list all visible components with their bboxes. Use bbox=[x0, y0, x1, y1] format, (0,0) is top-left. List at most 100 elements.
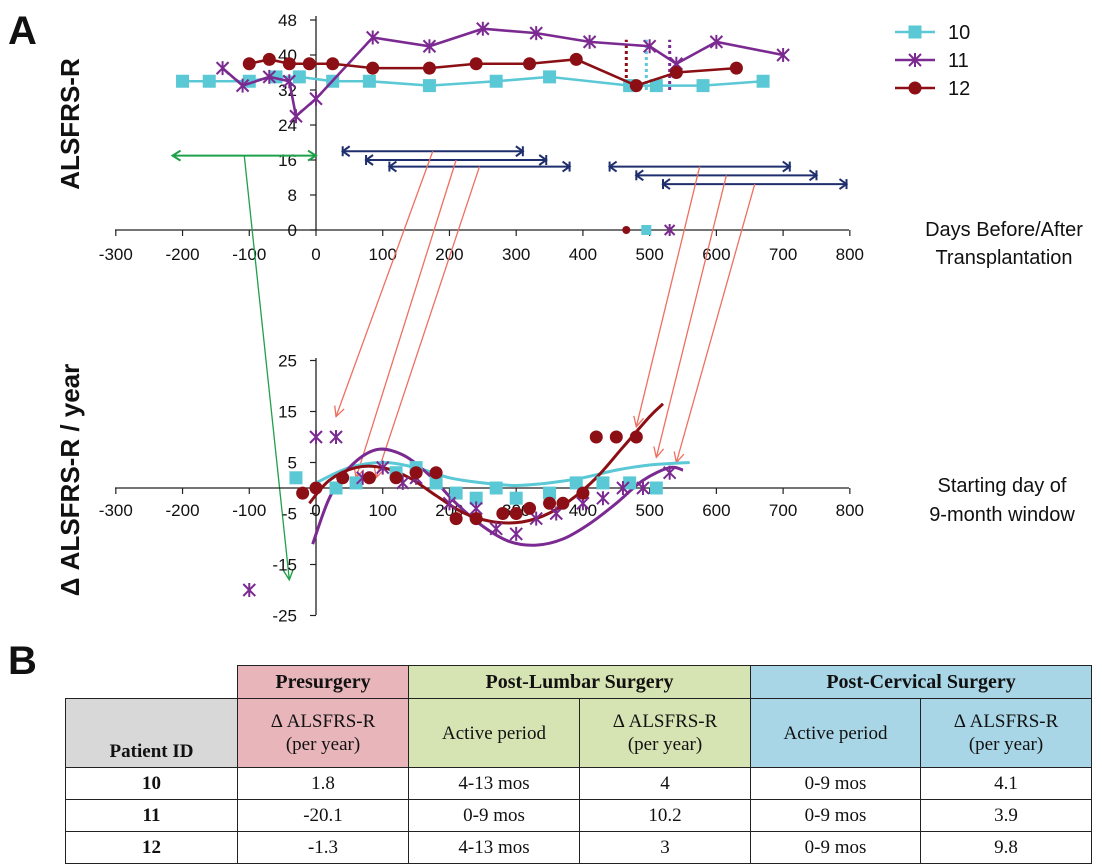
data-point-10 bbox=[202, 74, 216, 88]
window-head bbox=[170, 149, 182, 162]
summary-table-container: Presurgery Post-Lumbar Surgery Post-Cerv… bbox=[65, 665, 1093, 864]
summary-table: Presurgery Post-Lumbar Surgery Post-Cerv… bbox=[65, 665, 1093, 864]
data-point-11 bbox=[366, 30, 380, 45]
window-head bbox=[838, 178, 849, 190]
data-point-11 bbox=[235, 78, 250, 93]
cervical-delta-cell: 4.1 bbox=[919, 767, 1093, 800]
panel-label-a: A bbox=[8, 9, 37, 53]
window-head bbox=[634, 169, 644, 182]
data-point-12 bbox=[366, 61, 380, 75]
data-point-12 bbox=[336, 471, 350, 485]
data-point-12 bbox=[469, 512, 483, 526]
data-point-12 bbox=[576, 486, 590, 500]
cervical-period-cell: 0-9 mos bbox=[750, 799, 921, 832]
lumbar-delta-header: Δ ALSFRS-R (per year) bbox=[579, 698, 751, 768]
data-point-10 bbox=[649, 481, 663, 495]
data-point-10 bbox=[569, 476, 583, 490]
data-point-12 bbox=[296, 486, 310, 500]
data-point-12 bbox=[543, 496, 557, 510]
bottom-x-tick-label: -200 bbox=[166, 501, 200, 520]
connector-arrow bbox=[356, 159, 457, 478]
window-head bbox=[782, 160, 792, 173]
data-point-10 bbox=[362, 74, 376, 88]
data-point-11 bbox=[616, 481, 630, 495]
data-point-12 bbox=[729, 61, 743, 75]
data-point-11 bbox=[282, 74, 297, 89]
panel-label-b: B bbox=[8, 639, 37, 683]
data-point-12 bbox=[523, 57, 537, 71]
top-x-tick-label: 500 bbox=[635, 245, 663, 264]
top-x-tick-label: 0 bbox=[311, 245, 320, 264]
group-post-cervical: Post-Cervical Surgery bbox=[749, 665, 1093, 699]
top-y-tick-label: 16 bbox=[278, 151, 297, 170]
window-head bbox=[340, 145, 351, 158]
data-point-10 bbox=[469, 491, 483, 505]
bottom-x-tick-label: 0 bbox=[311, 501, 320, 520]
top-x-tick-label: -100 bbox=[232, 245, 266, 264]
data-point-11 bbox=[509, 526, 523, 541]
bottom-x-tick-label: -300 bbox=[99, 501, 133, 520]
connector-arrow bbox=[676, 183, 756, 462]
window-head bbox=[307, 149, 318, 162]
data-point-12 bbox=[669, 66, 683, 79]
data-point-12 bbox=[302, 57, 316, 71]
data-point-12 bbox=[509, 507, 523, 520]
data-point-11 bbox=[582, 34, 597, 49]
lumbar-active-period-header: Active period bbox=[408, 698, 580, 768]
bottom-y-tick-label: 5 bbox=[288, 454, 297, 473]
data-point-12 bbox=[409, 466, 423, 480]
delta-header-line1: Δ ALSFRS-R bbox=[612, 711, 718, 732]
top-x-axis-label-line1: Days Before/After bbox=[925, 219, 1083, 241]
top-x-tick-label: 800 bbox=[836, 245, 864, 264]
data-point-12 bbox=[569, 52, 583, 66]
data-point-11 bbox=[442, 496, 457, 511]
cervical-period-cell: 0-9 mos bbox=[750, 767, 921, 800]
data-point-11 bbox=[289, 109, 303, 124]
surgery-markers bbox=[622, 39, 676, 236]
bottom-x-tick-label: 800 bbox=[836, 501, 864, 520]
data-point-12 bbox=[469, 57, 483, 71]
window-head bbox=[387, 160, 397, 173]
top-x-tick-label: -300 bbox=[99, 245, 133, 264]
table-row: 10 1.8 4-13 mos 4 0-9 mos 4.1 bbox=[65, 767, 1093, 800]
data-point-11 bbox=[309, 430, 323, 444]
data-point-11 bbox=[215, 61, 230, 76]
data-point-12 bbox=[422, 61, 436, 75]
top-y-tick-label: 8 bbox=[288, 186, 297, 205]
data-point-10 bbox=[543, 486, 557, 500]
data-point-10 bbox=[509, 491, 523, 505]
axis-marker bbox=[641, 225, 652, 235]
data-point-12 bbox=[449, 512, 463, 526]
top-x-tick-label: 700 bbox=[769, 245, 797, 264]
data-point-12 bbox=[309, 481, 323, 495]
bottom-y-tick-label: 25 bbox=[278, 352, 297, 371]
data-point-10 bbox=[176, 74, 190, 88]
data-point-11 bbox=[309, 91, 323, 106]
patient-id-cell: 10 bbox=[65, 767, 238, 800]
bottom-x-tick-label: 600 bbox=[702, 501, 730, 520]
table-column-header-row: Patient ID Δ ALSFRS-R (per year) Active p… bbox=[65, 698, 1093, 768]
top-x-tick-label: 200 bbox=[435, 245, 463, 264]
legend-label: 10 bbox=[948, 22, 970, 44]
cervical-delta-cell: 9.8 bbox=[919, 831, 1093, 864]
top-x-tick-label: 300 bbox=[502, 245, 530, 264]
bottom-series bbox=[242, 402, 690, 597]
data-point-11 bbox=[549, 506, 563, 521]
legend-label: 12 bbox=[948, 78, 970, 100]
legend-label: 11 bbox=[948, 50, 969, 72]
group-post-lumbar: Post-Lumbar Surgery bbox=[408, 665, 751, 699]
data-point-10 bbox=[422, 79, 436, 93]
top-x-ticks: -300 -200 -100 0 100 200 300 400 500 600 700 800 bbox=[99, 230, 864, 264]
legend: 10 11 12 bbox=[895, 22, 970, 100]
data-point-12 bbox=[629, 430, 643, 444]
delta-header-line2: (per year) bbox=[285, 734, 361, 755]
data-point-11 bbox=[636, 481, 650, 495]
bottom-x-tick-label: -100 bbox=[232, 501, 266, 520]
data-point-10 bbox=[649, 79, 663, 93]
data-point-12 bbox=[326, 57, 340, 71]
cervical-delta-header: Δ ALSFRS-R (per year) bbox=[919, 698, 1093, 768]
window-head bbox=[561, 160, 572, 173]
data-point-10 bbox=[289, 471, 303, 485]
top-chart-axes bbox=[115, 16, 849, 231]
